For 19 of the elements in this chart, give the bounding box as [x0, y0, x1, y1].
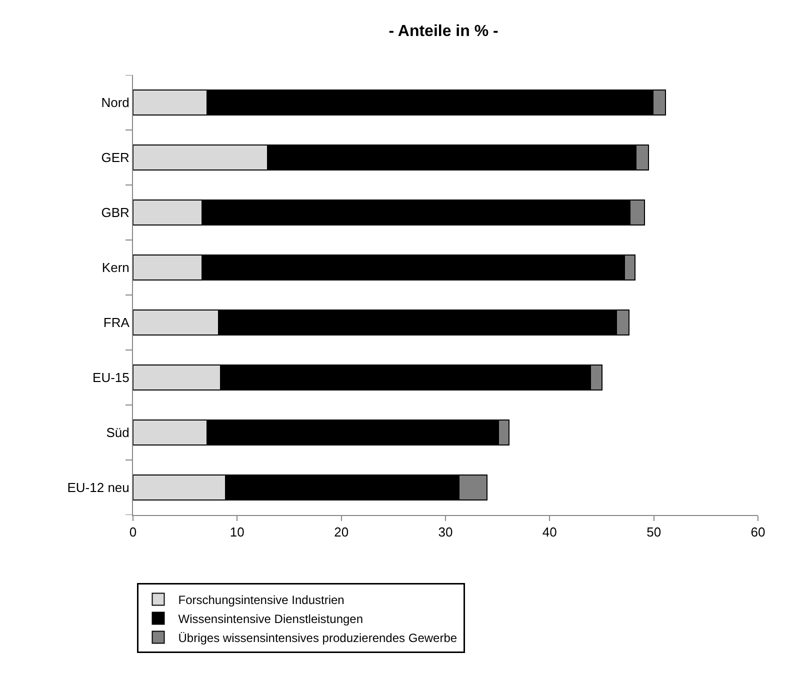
y-tick-label: Nord: [101, 95, 130, 110]
x-tick-label: 60: [750, 524, 766, 540]
x-tick-label: 20: [334, 524, 349, 540]
legend-label: Forschungsintensive Industrien: [178, 592, 344, 607]
x-tick-label: 50: [646, 524, 662, 540]
x-tick-label: 0: [129, 524, 137, 540]
x-tick-label: 40: [542, 524, 557, 540]
y-tick-label: Süd: [106, 425, 130, 440]
y-tick-label: EU-15: [92, 370, 130, 386]
y-tick-label: GBR: [101, 205, 130, 220]
chart-title: - Anteile in % -: [388, 22, 498, 40]
x-tick-label: 10: [230, 524, 244, 540]
y-tick-label: GER: [101, 150, 130, 166]
y-tick-label: FRA: [103, 315, 130, 330]
y-tick-label: EU-12 neu: [67, 480, 130, 496]
y-tick-label: Kern: [102, 260, 130, 276]
x-tick-label: 30: [438, 524, 453, 540]
legend-label: Übriges wissensintensives produzierendes Gewerbe: [178, 630, 458, 645]
legend-label: Wissensintensive Dienstleistungen: [178, 612, 364, 626]
